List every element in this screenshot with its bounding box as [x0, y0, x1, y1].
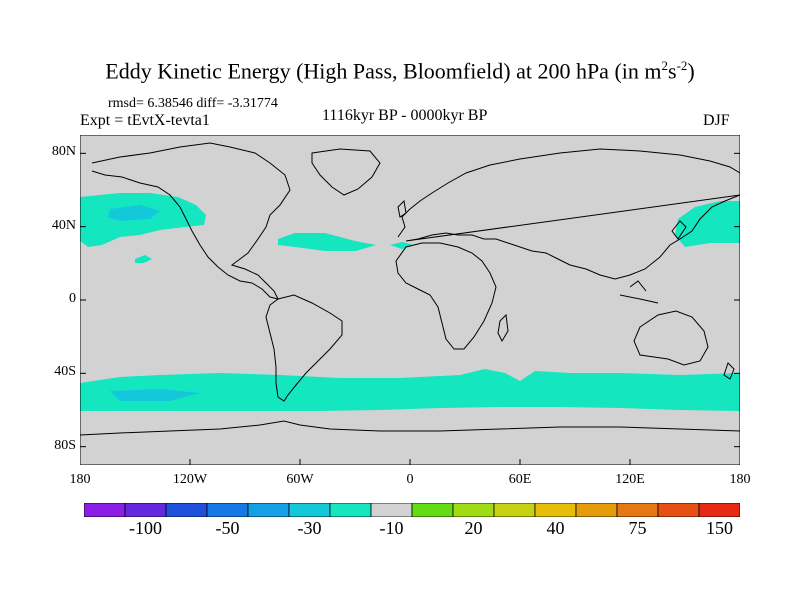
- lon-label: 120W: [172, 472, 208, 487]
- coast-antarctica: [80, 420, 740, 436]
- lat-label: 40N: [51, 217, 76, 233]
- anomaly-atlantic-small: [390, 242, 414, 249]
- lat-label: 80N: [51, 144, 76, 160]
- lon-label: 0: [406, 472, 414, 487]
- colorbar-swatch: [493, 503, 536, 517]
- colorbar-swatch: [165, 503, 208, 517]
- lat-label: 0: [69, 291, 76, 306]
- colorbar-swatch: [247, 503, 290, 517]
- colorbar-swatch: [288, 503, 331, 517]
- colorbar-swatch: [84, 503, 126, 517]
- lon-label: 180: [729, 472, 751, 487]
- map-ticks: [80, 152, 740, 465]
- lat-label: 40S: [54, 364, 76, 380]
- coast-uk: [397, 199, 407, 218]
- coast-indonesia: [619, 280, 659, 304]
- coast-eurasia: [397, 148, 740, 280]
- coast-australia: [633, 310, 709, 366]
- colorbar: [84, 503, 740, 517]
- coast-greenland: [311, 148, 381, 196]
- colorbar-swatch: [452, 503, 495, 517]
- period-label: 1116kyr BP - 0000kyr BP: [322, 107, 488, 124]
- colorbar-swatch: [575, 503, 618, 517]
- anomaly-north-atlantic: [278, 233, 376, 251]
- colorbar-label: 75: [628, 518, 647, 538]
- lon-label: 60W: [286, 472, 314, 487]
- anomaly-southern-ocean: [80, 369, 740, 411]
- world-map: [80, 135, 740, 465]
- coastlines: [80, 142, 740, 436]
- map-title: Eddy Kinetic Energy (High Pass, Bloomfie…: [105, 58, 695, 84]
- colorbar-swatch: [657, 503, 700, 517]
- colorbar-swatch: [124, 503, 167, 517]
- colorbar-label: 150: [706, 518, 733, 538]
- lat-label: 80S: [54, 437, 76, 453]
- coast-south-america: [265, 294, 343, 402]
- lon-label: 60E: [508, 472, 532, 487]
- colorbar-label: -10: [379, 518, 404, 538]
- map-background: [80, 135, 740, 465]
- coast-africa: [395, 242, 497, 350]
- colorbar-swatch: [698, 503, 740, 517]
- coast-madagascar: [497, 313, 509, 343]
- colorbar-label: 40: [546, 518, 565, 538]
- coast-north-america: [91, 142, 291, 300]
- experiment-label: Expt = tEvtX-tevta1: [80, 112, 210, 129]
- colorbar-label: -30: [297, 518, 322, 538]
- colorbar-label: -50: [215, 518, 240, 538]
- colorbar-swatch: [206, 503, 249, 517]
- anomaly-north-pacific-east-core: [108, 205, 160, 221]
- anomaly-subtropics-small: [135, 255, 152, 263]
- colorbar-swatch: [370, 503, 413, 517]
- stats-text: rmsd= 6.38546 diff= -3.31774: [108, 96, 278, 111]
- colorbar-swatch: [534, 503, 577, 517]
- anomaly-north-pacific-east: [80, 193, 206, 247]
- anomaly-north-pacific-west: [675, 201, 740, 247]
- lon-label: 120E: [615, 472, 645, 487]
- colorbar-swatch: [411, 503, 454, 517]
- lon-label: 180: [69, 472, 91, 487]
- coast-japan: [671, 220, 687, 240]
- coast-new-zealand: [723, 362, 735, 380]
- colorbar-label: 20: [464, 518, 483, 538]
- colorbar-swatch: [329, 503, 372, 517]
- colorbar-swatch: [616, 503, 659, 517]
- anomaly-southern-ocean-core: [110, 389, 200, 401]
- colorbar-label: -100: [129, 518, 162, 538]
- season-label: DJF: [703, 112, 730, 129]
- anomaly-regions: [80, 193, 740, 411]
